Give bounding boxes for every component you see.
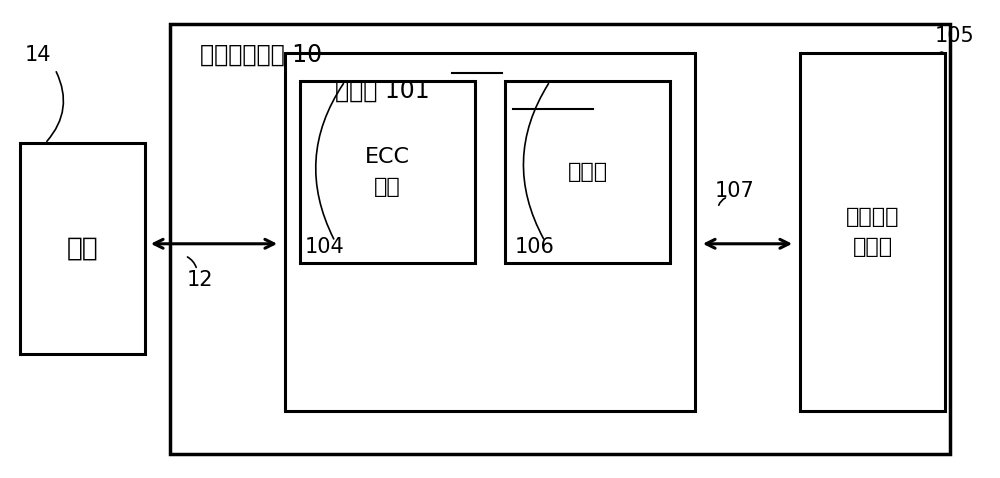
Text: 重试表: 重试表	[567, 162, 608, 182]
Text: 104: 104	[305, 237, 345, 257]
Text: 12: 12	[187, 270, 213, 290]
FancyBboxPatch shape	[800, 53, 945, 411]
Text: 105: 105	[935, 26, 975, 46]
FancyBboxPatch shape	[300, 81, 475, 263]
Text: 主机: 主机	[67, 236, 98, 261]
Text: 14: 14	[25, 45, 51, 65]
FancyBboxPatch shape	[505, 81, 670, 263]
FancyBboxPatch shape	[170, 24, 950, 454]
Text: 106: 106	[515, 237, 555, 257]
Text: 控制器 101: 控制器 101	[335, 79, 430, 103]
Text: 固态储存装置 10: 固态储存装置 10	[200, 43, 322, 67]
Text: ECC
电路: ECC 电路	[365, 147, 410, 197]
FancyBboxPatch shape	[285, 53, 695, 411]
Text: 非挥发性
记忆体: 非挥发性 记忆体	[846, 207, 899, 257]
FancyBboxPatch shape	[20, 143, 145, 354]
Text: 107: 107	[715, 181, 755, 201]
